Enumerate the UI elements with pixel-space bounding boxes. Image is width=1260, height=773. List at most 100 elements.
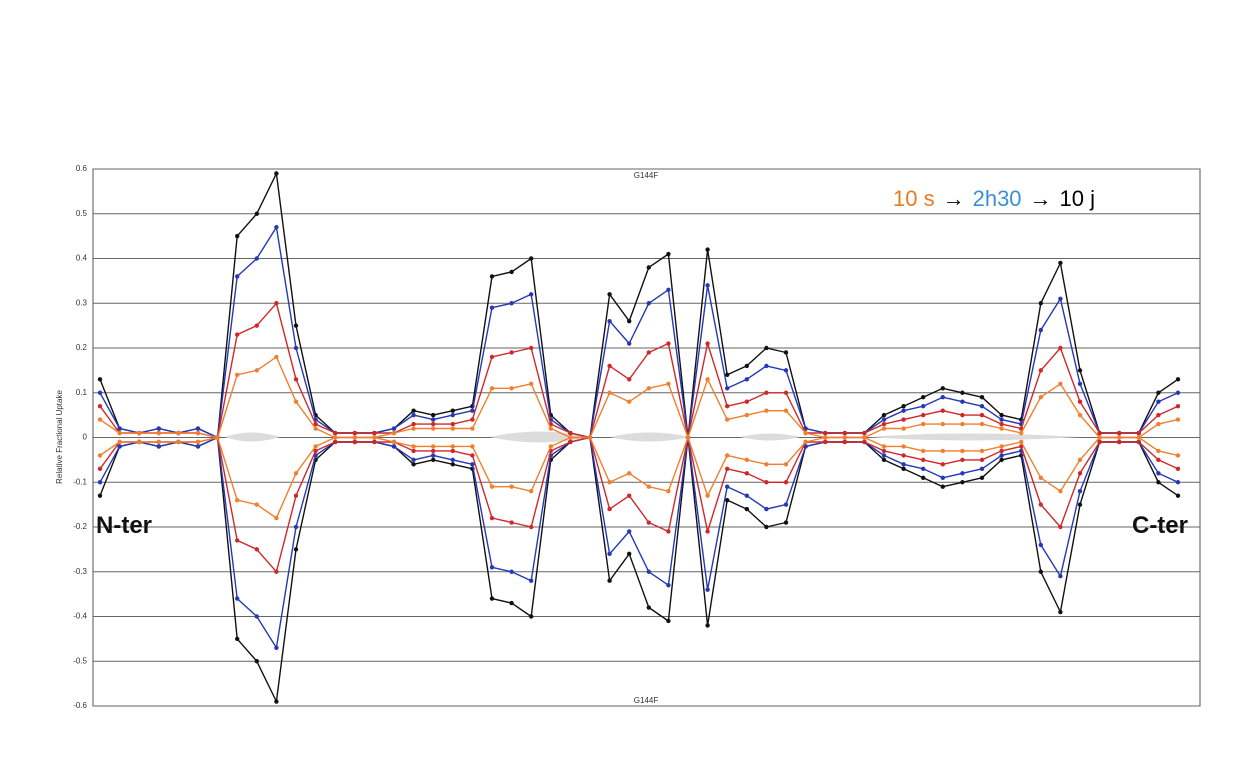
data-point	[646, 265, 651, 270]
data-point	[470, 417, 475, 422]
data-point	[235, 497, 240, 503]
y-tick-label: 0.4	[76, 254, 88, 263]
data-point	[411, 444, 416, 449]
data-point	[960, 471, 965, 476]
data-point	[764, 345, 769, 351]
data-point	[803, 439, 808, 445]
data-point	[646, 386, 651, 391]
data-point	[391, 426, 397, 431]
data-point	[725, 497, 730, 503]
data-point	[489, 565, 495, 570]
data-point	[881, 448, 887, 454]
data-point	[607, 390, 612, 395]
data-point	[489, 484, 495, 489]
data-point	[1175, 390, 1181, 395]
data-point	[1077, 368, 1083, 373]
data-point	[470, 453, 475, 458]
y-tick-label: 0.1	[76, 388, 88, 397]
data-point	[411, 426, 416, 431]
data-point	[509, 520, 514, 525]
data-point	[470, 408, 475, 413]
data-point	[509, 350, 514, 355]
data-point	[783, 368, 789, 373]
data-point	[352, 435, 357, 440]
data-point	[1058, 296, 1063, 301]
data-point	[1038, 395, 1044, 400]
data-point	[960, 421, 965, 427]
data-point	[764, 524, 769, 530]
data-point	[646, 605, 651, 610]
data-point	[1058, 345, 1063, 351]
data-point	[705, 341, 710, 346]
data-point	[529, 381, 534, 386]
data-point	[176, 430, 181, 436]
data-point	[999, 412, 1004, 418]
data-point	[999, 417, 1004, 422]
data-point	[1156, 421, 1161, 427]
data-point	[1058, 260, 1063, 266]
data-point	[764, 480, 769, 485]
data-point	[1019, 430, 1024, 436]
data-point	[627, 341, 632, 346]
data-point	[117, 444, 122, 449]
data-point	[97, 453, 103, 458]
data-point	[450, 412, 455, 418]
data-point	[431, 421, 436, 427]
data-point	[489, 386, 495, 391]
data-point	[940, 484, 945, 489]
data-point	[529, 489, 534, 494]
data-point	[1136, 430, 1142, 436]
data-point	[97, 390, 103, 395]
data-point	[901, 466, 906, 472]
data-point	[391, 439, 397, 445]
series-line	[99, 226, 1179, 439]
data-point	[1156, 448, 1161, 454]
data-point	[627, 399, 632, 404]
data-point	[627, 471, 632, 476]
data-point	[999, 453, 1004, 458]
data-point	[509, 569, 514, 574]
data-point	[235, 372, 240, 378]
data-point	[195, 444, 201, 449]
data-point	[156, 444, 161, 449]
data-point	[705, 377, 710, 382]
data-point	[97, 466, 103, 472]
data-point	[333, 435, 338, 440]
data-point	[783, 520, 789, 525]
data-point	[450, 426, 455, 431]
data-point	[666, 582, 671, 588]
y-tick-label: 0.6	[76, 164, 88, 173]
data-point	[901, 408, 906, 413]
data-point	[274, 301, 279, 306]
data-point	[117, 430, 122, 436]
series-group	[97, 171, 1181, 704]
data-point	[293, 323, 299, 328]
data-point	[509, 600, 514, 606]
data-point	[823, 439, 828, 445]
data-point	[1175, 453, 1181, 458]
legend-text: →	[1030, 186, 1052, 211]
data-point	[254, 502, 259, 507]
data-point	[783, 480, 789, 485]
data-point	[235, 538, 240, 543]
data-point	[960, 412, 965, 418]
data-point	[666, 251, 671, 257]
y-tick-label: -0.1	[73, 477, 87, 486]
data-point	[450, 462, 455, 467]
data-point	[1077, 412, 1083, 418]
data-point	[431, 453, 436, 458]
data-point	[764, 506, 769, 512]
data-point	[979, 448, 985, 454]
data-point	[117, 426, 122, 431]
data-point	[881, 444, 887, 449]
data-point	[881, 426, 887, 431]
data-point	[293, 377, 299, 382]
data-point	[411, 408, 416, 413]
data-point	[783, 350, 789, 355]
data-point	[1117, 439, 1122, 445]
y-tick-label: -0.2	[73, 522, 87, 531]
data-point	[881, 457, 887, 463]
data-point	[450, 408, 455, 413]
data-point	[1019, 439, 1024, 445]
